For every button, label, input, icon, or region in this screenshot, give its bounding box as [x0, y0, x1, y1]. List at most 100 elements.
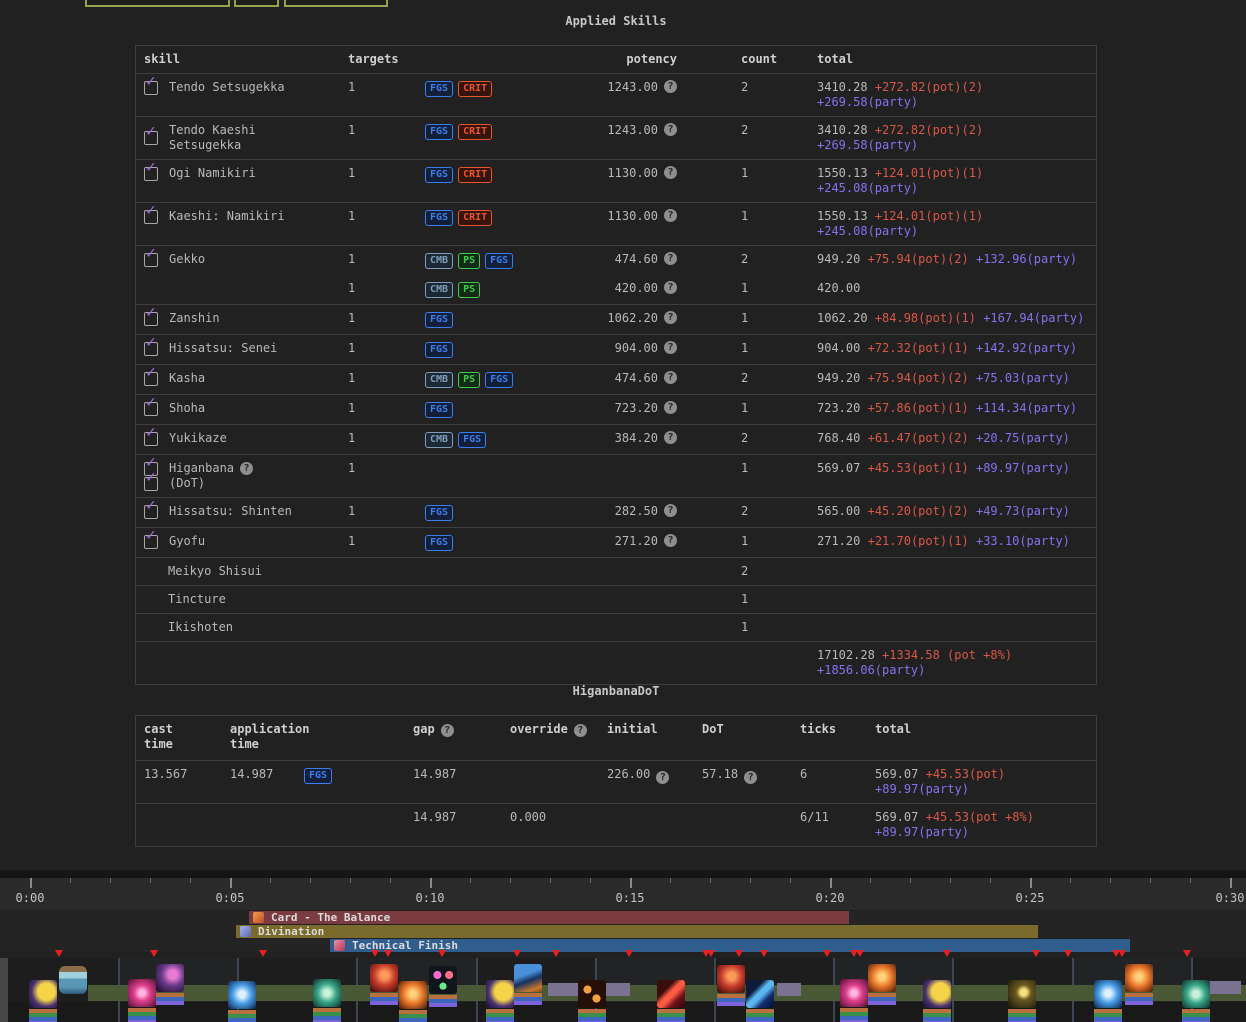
targets-cell: 1 [348, 371, 356, 385]
count-cell: 1 [741, 461, 749, 475]
applied-skills-section: Applied Skills skill targets potency count t… [135, 12, 1097, 685]
cutoff-control-box [234, 0, 279, 7]
skill-icon-blue-wave[interactable] [514, 964, 542, 992]
skill-checkbox[interactable] [144, 159, 158, 181]
badges-cell: FGS [417, 498, 593, 527]
duration-stripe [29, 1009, 57, 1013]
targets-cell: 1 [348, 166, 356, 180]
skill-checkbox[interactable] [144, 424, 158, 446]
help-icon[interactable]: ? [664, 341, 677, 354]
skill-icon-red-figure[interactable] [717, 965, 745, 993]
total-pot-bonus: +45.53(pot +8%) [925, 810, 1034, 824]
skill-icon-crescent[interactable] [486, 980, 514, 1008]
damage-marker [371, 950, 379, 957]
skill-name: Tendo Setsugekka [169, 80, 285, 94]
skill-icon-dark-flash[interactable] [1008, 980, 1036, 1008]
duration-stripe [746, 1009, 774, 1013]
skill-checkbox[interactable] [144, 304, 158, 326]
buff-duration-stack [29, 1009, 57, 1022]
dot-value: 57.18 [702, 767, 739, 781]
help-icon[interactable]: ? [664, 80, 677, 93]
skill-cell: Hissatsu: Shinten [136, 497, 340, 525]
skill-icon-crescent[interactable] [923, 980, 951, 1008]
skill-checkbox[interactable] [144, 202, 158, 224]
duration-stripe [1008, 1009, 1036, 1013]
skill-name-line: Tendo Setsugekka [144, 73, 332, 95]
badges-cell: CMB FGS [417, 425, 593, 454]
help-icon[interactable]: ? [440, 724, 454, 737]
duration-stripe [514, 993, 542, 997]
timeline-ruler[interactable]: 0:00 0:05 0:10 0:15 0:20 0:25 0:30 [0, 878, 1246, 910]
help-icon[interactable]: ? [664, 504, 677, 517]
total-party-bonus: +245.08(party) [817, 181, 919, 195]
buff-duration-stack [868, 993, 896, 1005]
total-pot-bonus: +272.82(pot)(2) [874, 80, 984, 94]
damage-marker [55, 950, 63, 957]
duration-stripe [128, 1020, 156, 1022]
total-pot-bonus: +57.86(pot)(1) [867, 401, 969, 415]
help-icon[interactable]: ? [664, 252, 677, 265]
duration-stripe [1182, 1017, 1210, 1021]
badges-cell [417, 455, 593, 467]
help-icon[interactable]: ? [656, 771, 670, 784]
skill-checkbox[interactable] [144, 364, 158, 386]
skill-icon-orange-flower[interactable] [1125, 964, 1153, 992]
potency-value: 1130.00 [607, 209, 658, 223]
skill-icon-circles[interactable] [429, 966, 457, 994]
targets-cell: 1 [348, 504, 356, 518]
skill-checkbox[interactable] [144, 469, 158, 491]
header-label: total [875, 722, 912, 736]
skill-icon-crescent[interactable] [29, 980, 57, 1008]
skill-checkbox[interactable] [144, 73, 158, 95]
skill-icon-pink-star[interactable] [128, 979, 156, 1007]
potency-cell: 384.20? [593, 425, 733, 452]
skill-icon-orange-flower[interactable] [868, 964, 896, 992]
help-icon[interactable]: ? [664, 311, 677, 324]
help-icon[interactable]: ? [573, 724, 587, 737]
duration-stripe [1182, 1009, 1210, 1013]
skill-name-line: Ikishoten [144, 620, 332, 635]
damage-marker [1032, 950, 1040, 957]
skill-icon-blue-star[interactable] [228, 981, 256, 1009]
help-icon[interactable]: ? [664, 431, 677, 444]
help-icon[interactable]: ? [664, 401, 677, 414]
help-icon[interactable]: ? [240, 462, 254, 475]
badges-cell: FGS CRIT [417, 74, 593, 103]
skill-icon-red-figure[interactable] [370, 964, 398, 992]
skill-icon-teal-glow[interactable] [313, 979, 341, 1007]
skill-cell: Ikishoten [136, 614, 340, 641]
badge-fgs: FGS [425, 342, 454, 358]
badges-cell: FGS [417, 528, 593, 557]
potency-cell: 1243.00? [593, 117, 733, 144]
skill-icon-dark-bolt[interactable] [156, 964, 184, 992]
skill-icon-orange-flower[interactable] [399, 981, 427, 1009]
help-icon[interactable]: ? [664, 534, 677, 547]
duration-stripe [486, 1017, 514, 1021]
help-icon[interactable]: ? [664, 166, 677, 179]
skill-icon-blue-star[interactable] [1094, 980, 1122, 1008]
skill-icon-teal-glow[interactable] [1182, 980, 1210, 1008]
help-icon[interactable]: ? [664, 123, 677, 136]
skill-icon-red-slash[interactable] [657, 980, 685, 1008]
header-label: gap [413, 722, 435, 736]
skill-icon-pink-star[interactable] [840, 979, 868, 1007]
skill-icon-blue-slash[interactable] [746, 980, 774, 1008]
skill-icon-orange-circles[interactable] [578, 980, 606, 1008]
initial-cell: 226.00? [599, 761, 694, 790]
skill-checkbox[interactable] [144, 394, 158, 416]
help-icon[interactable]: ? [664, 281, 677, 294]
skill-icon-vial[interactable] [59, 966, 87, 994]
help-icon[interactable]: ? [664, 371, 677, 384]
badges-cell: FGS [417, 305, 593, 334]
dot-total-cell: 569.07 +45.53(pot +8%) +89.97(party) [867, 804, 1096, 846]
skill-name-line: Shoha [144, 394, 332, 416]
skill-checkbox[interactable] [144, 334, 158, 356]
skill-checkbox[interactable] [144, 123, 158, 145]
skill-checkbox[interactable] [144, 245, 158, 267]
skill-checkbox[interactable] [144, 497, 158, 519]
skill-checkbox[interactable] [144, 527, 158, 549]
ruler-tick-label: 0:05 [215, 891, 245, 905]
dot-column-header-total: total [867, 716, 1096, 743]
help-icon[interactable]: ? [744, 771, 758, 784]
help-icon[interactable]: ? [664, 209, 677, 222]
